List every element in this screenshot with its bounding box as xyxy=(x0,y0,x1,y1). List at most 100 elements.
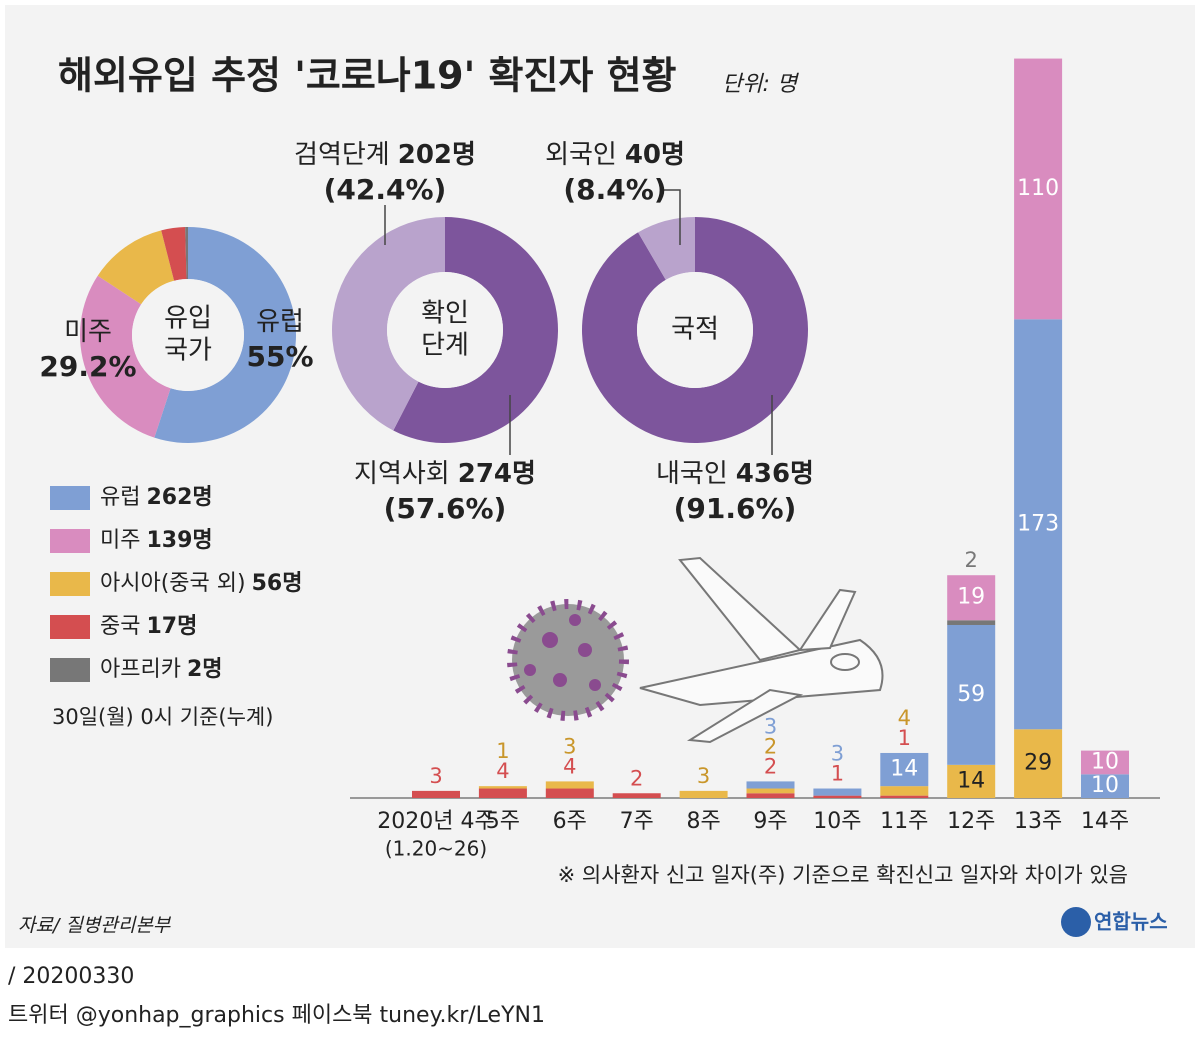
bar-segment xyxy=(412,790,460,798)
value-label: 1 xyxy=(831,762,844,786)
logo: 연합뉴스 xyxy=(1061,907,1168,937)
legend-swatch xyxy=(50,615,90,639)
x-tick-label: 13주 xyxy=(1014,809,1062,834)
bar-segment xyxy=(1014,319,1063,730)
value-label: 14 xyxy=(957,768,985,793)
value-label: 29 xyxy=(1024,751,1052,776)
value-label: 14 xyxy=(890,757,918,782)
legend-swatch xyxy=(50,529,90,553)
value-label: 110 xyxy=(1017,176,1059,201)
slice-count: 40명 xyxy=(625,140,685,170)
x-tick-label: 7주 xyxy=(620,809,654,834)
value-label: 4 xyxy=(563,754,576,778)
bar-segment xyxy=(1014,729,1063,798)
footer-date: / 20200330 xyxy=(8,964,134,989)
legend-count: 139명 xyxy=(146,528,212,553)
slice-percent: (42.4%) xyxy=(324,173,447,206)
bar-segment xyxy=(478,786,527,789)
value-label: 173 xyxy=(1017,511,1059,536)
slice-label: 유럽 xyxy=(256,307,304,337)
legend-swatch xyxy=(50,658,90,682)
slice-count: 436명 xyxy=(736,459,814,489)
legend-entry: 중국 17명 xyxy=(100,614,197,639)
value-label: 3 xyxy=(429,764,442,788)
legend-swatch xyxy=(50,572,90,596)
logo-text: 연합뉴스 xyxy=(1094,910,1168,934)
slice-percent: (57.6%) xyxy=(384,492,507,525)
donut-center-label: 국가 xyxy=(164,336,212,366)
slice-name: 미주 xyxy=(64,317,112,347)
value-label: 1 xyxy=(496,739,509,763)
legend-count: 17명 xyxy=(146,614,197,639)
bar-segment xyxy=(813,788,862,796)
value-label: 3 xyxy=(697,764,710,788)
unit: 단위: 명 xyxy=(722,72,800,97)
legend-entry: 아프리카 2명 xyxy=(100,657,223,682)
bar-segment xyxy=(1081,750,1129,775)
legend-entry: 미주 139명 xyxy=(100,528,213,553)
legend-name: 아프리카 xyxy=(100,657,181,682)
x-tick-label: 12주 xyxy=(947,809,995,834)
bar-segment xyxy=(545,781,594,789)
bar-segment xyxy=(947,575,996,621)
slice-percent: 29.2% xyxy=(39,350,136,383)
bar-segment xyxy=(746,788,795,794)
bar-segment xyxy=(947,764,996,798)
donut-center-label: 단계 xyxy=(421,331,469,361)
virus-illustration xyxy=(507,599,629,721)
bar-segment xyxy=(1014,58,1063,320)
bar-segment xyxy=(880,795,929,798)
value-label: 2 xyxy=(764,754,777,778)
donut-slice xyxy=(161,227,187,281)
x-tick-label: 2020년 4주 xyxy=(377,809,494,834)
airplane-illustration xyxy=(639,556,884,744)
slice-name: 검역단계 xyxy=(294,140,390,170)
slice-name: 유럽 xyxy=(256,307,304,337)
slice-percent: (91.6%) xyxy=(674,492,797,525)
donut-slice xyxy=(185,227,188,280)
bar-segment xyxy=(880,786,929,796)
legend-name: 중국 xyxy=(100,614,140,639)
legend-name: 미주 xyxy=(100,528,140,553)
value-label: 1 xyxy=(898,726,911,750)
slice-percent: 55% xyxy=(246,340,313,373)
slice-label: 검역단계 202명 xyxy=(294,140,476,170)
legend-count: 2명 xyxy=(187,657,223,682)
slice-label: 지역사회 274명 xyxy=(354,459,536,489)
donut-hole xyxy=(637,272,753,388)
bar-segment xyxy=(746,781,795,789)
value-label: 3 xyxy=(764,714,777,738)
slice-percent: (8.4%) xyxy=(563,173,666,206)
bar-segment xyxy=(947,624,996,765)
panel xyxy=(5,5,1195,948)
basis-note: 30일(월) 0시 기준(누계) xyxy=(52,705,273,729)
donut-hole xyxy=(132,279,244,391)
legend-count: 56명 xyxy=(252,571,303,596)
leader-line xyxy=(663,189,681,245)
bar-segment xyxy=(545,788,594,798)
bar-segment xyxy=(746,793,795,798)
value-label: 4 xyxy=(496,759,509,783)
footnote: ※ 의사환자 신고 일자(주) 기준으로 확진신고 일자와 차이가 있음 xyxy=(558,863,1128,887)
donut-slice xyxy=(582,217,808,444)
title: 해외유입 추정 '코로나19' 확진자 현황 xyxy=(58,54,677,98)
legend-name: 아시아(중국 외) xyxy=(100,571,246,596)
donut-slice xyxy=(393,217,558,444)
legend-name: 유럽 xyxy=(100,485,140,510)
x-tick-label: 5주 xyxy=(486,809,520,834)
x-tick-label: 14주 xyxy=(1081,809,1129,834)
slice-label: 미주 xyxy=(64,317,112,347)
value-label: 59 xyxy=(957,682,985,707)
slice-name: 내국인 xyxy=(656,459,728,489)
slice-label: 외국인 40명 xyxy=(545,140,685,170)
value-label: 4 xyxy=(898,706,911,730)
value-label: 10 xyxy=(1091,773,1119,798)
donut-center-label: 유입 xyxy=(164,304,212,334)
donut-center-label: 확인 xyxy=(421,299,469,329)
legend-count: 262명 xyxy=(146,485,212,510)
x-tick-label: 6주 xyxy=(553,809,587,834)
legend-entry: 유럽 262명 xyxy=(100,485,213,510)
value-label: 2 xyxy=(764,734,777,758)
category-note: (1.20~26) xyxy=(385,837,487,861)
